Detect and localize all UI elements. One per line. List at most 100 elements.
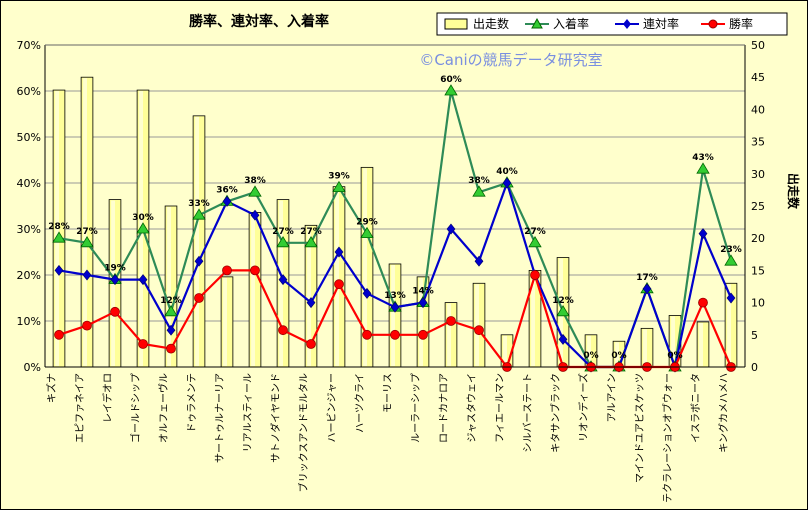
y-right-tick-label: 40 — [751, 103, 765, 116]
circle-marker — [250, 265, 260, 276]
bar-highlight — [335, 187, 339, 366]
circle-marker — [698, 297, 708, 308]
y-left-tick-label: 20% — [17, 269, 41, 282]
circle-marker — [446, 316, 456, 326]
y-right-tick-label: 10 — [751, 297, 765, 310]
circle-marker — [334, 279, 344, 290]
diamond-marker — [334, 246, 344, 258]
diamond-marker — [502, 177, 512, 189]
bar-highlight — [279, 200, 283, 366]
diamond-marker — [642, 283, 652, 295]
triangle-marker — [360, 226, 374, 239]
category-label: レイデオロ — [101, 373, 114, 423]
bar-highlight — [363, 168, 367, 366]
y-right-tick-label: 25 — [751, 200, 765, 213]
category-label: エピファネイア — [74, 373, 86, 443]
legend-label: 勝率 — [729, 16, 753, 31]
diamond-marker — [362, 287, 372, 299]
y-left-tick-label: 70% — [17, 39, 41, 52]
bar-highlight — [475, 284, 479, 366]
data-label: 40% — [496, 167, 518, 177]
y-right-tick-label: 15 — [751, 264, 765, 277]
category-label: キタサンブラック — [549, 373, 562, 453]
bar-highlight — [503, 335, 507, 366]
y-right-tick-label: 35 — [751, 136, 765, 149]
data-label: 0% — [667, 351, 682, 361]
category-label: フィエールマン — [495, 373, 506, 443]
category-label: シルバーステート — [522, 373, 534, 453]
category-label: テクラレーションオブウォー — [661, 373, 674, 503]
data-label: 38% — [468, 176, 490, 186]
circle-marker — [82, 320, 92, 331]
category-label: アルアイン — [607, 373, 618, 422]
diamond-marker — [418, 297, 428, 309]
diamond-marker — [82, 269, 92, 281]
category-label: キングカメハメハ — [717, 373, 730, 453]
legend-label: 入着率 — [553, 16, 589, 31]
diamond-marker — [278, 274, 288, 286]
data-label: 27% — [300, 227, 322, 237]
bar-highlight — [419, 277, 423, 366]
triangle-marker — [444, 84, 458, 96]
diamond-marker — [306, 297, 316, 309]
category-label: ドゥラメンテ — [186, 373, 198, 433]
y-right-tick-label: 20 — [751, 232, 765, 245]
data-label: 30% — [132, 213, 154, 223]
category-label: サートゥルナーリア — [214, 373, 226, 463]
category-label: リオンディーズ — [577, 373, 590, 442]
triangle-marker — [276, 236, 290, 248]
data-label: 13% — [384, 291, 406, 301]
circle-marker — [194, 293, 204, 303]
watermark-text: ©Caniの競馬データ研究室 — [419, 51, 602, 69]
triangle-marker — [528, 236, 542, 248]
diamond-marker — [474, 255, 484, 267]
triangle-marker — [332, 180, 346, 193]
category-label: オルフェーヴル — [157, 373, 170, 443]
diamond-marker — [110, 274, 120, 286]
data-label: 43% — [692, 153, 714, 163]
triangle-marker — [724, 254, 738, 266]
category-label: キズナ — [45, 373, 58, 403]
diamond-marker — [222, 195, 232, 207]
diamond-marker — [250, 209, 260, 221]
legend: 出走数 入着率 連対率 勝率 — [436, 12, 788, 36]
y-left-tick-label: 10% — [17, 315, 41, 328]
bar-highlight — [223, 277, 227, 366]
legend-label: 出走数 — [473, 16, 509, 31]
diamond-marker — [698, 228, 708, 240]
diamond-marker — [166, 324, 176, 336]
diamond-marker — [558, 333, 568, 345]
category-label: イスラボニータ — [690, 373, 702, 443]
y-right-tick-label: 0 — [751, 361, 758, 374]
bar-highlight — [83, 78, 87, 366]
category-label: モーリス — [383, 373, 394, 413]
triangle-marker — [192, 208, 206, 220]
y-right-axis-label: 出走数 — [786, 173, 801, 210]
y-right-tick-label: 50 — [751, 39, 765, 52]
category-label: ブリックスアンドモルタル — [297, 373, 310, 492]
circle-marker — [474, 325, 484, 336]
y-left-tick-label: 60% — [17, 85, 41, 98]
y-right-tick-label: 45 — [751, 71, 765, 84]
circle-marker — [166, 343, 176, 354]
category-label: マインドユアビスケッツ — [634, 373, 646, 483]
legend-box — [436, 12, 788, 36]
category-label: ルーラーシップ — [410, 373, 422, 443]
category-label: サトノダイヤモンド — [269, 373, 282, 463]
y-left-tick-label: 30% — [17, 223, 41, 236]
bar-highlight — [671, 316, 675, 366]
diamond-marker — [446, 223, 456, 235]
bar-highlight — [251, 213, 255, 366]
triangle-marker — [164, 305, 178, 317]
data-label: 0% — [611, 351, 626, 361]
chart-title: 勝率、連対率、入着率 — [189, 13, 329, 30]
legend-triangle-marker — [531, 17, 543, 29]
triangle-marker — [472, 185, 486, 197]
circle-marker — [278, 325, 288, 336]
circle-marker — [222, 265, 232, 276]
y-right-tick-label: 5 — [751, 329, 758, 342]
circle-marker — [418, 329, 428, 340]
bar-highlight — [727, 284, 731, 366]
